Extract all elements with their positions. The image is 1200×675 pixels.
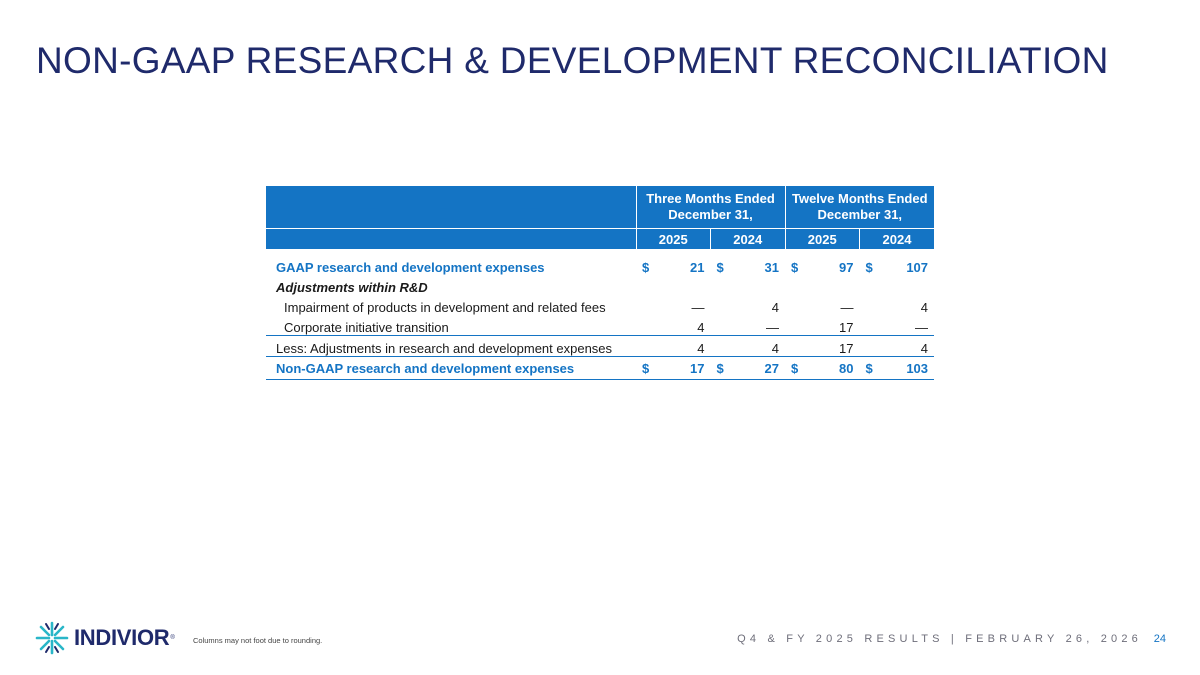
cell-value: — bbox=[766, 320, 780, 335]
cell-value: $80 bbox=[785, 361, 860, 376]
header-year: 2025 bbox=[635, 228, 711, 249]
row-label: Adjustments within R&D bbox=[276, 280, 428, 295]
row-label: Non-GAAP research and development expens… bbox=[266, 356, 636, 380]
amount: 31 bbox=[764, 260, 780, 275]
amount: 80 bbox=[839, 360, 854, 376]
company-logo: INDIVIOR ® bbox=[34, 620, 175, 656]
currency-symbol: $ bbox=[642, 360, 650, 376]
amount: 17 bbox=[690, 360, 705, 376]
header-blank bbox=[266, 186, 636, 229]
currency-symbol: $ bbox=[642, 260, 650, 275]
header-year: 2024 bbox=[859, 228, 935, 249]
cell-value: 17 bbox=[839, 320, 854, 335]
currency-symbol: $ bbox=[791, 260, 799, 275]
currency-symbol: $ bbox=[716, 360, 724, 376]
header-three-months: Three Months Ended December 31, bbox=[635, 186, 786, 229]
footnote: Columns may not foot due to rounding. bbox=[193, 636, 323, 645]
cell-value: 4 bbox=[771, 341, 780, 356]
table-row-gaap: GAAP research and development expenses $… bbox=[266, 249, 934, 275]
cell-value: — bbox=[915, 320, 929, 335]
currency-symbol: $ bbox=[865, 260, 873, 275]
cell-value: $27 bbox=[711, 361, 786, 376]
cell-value: $21 bbox=[636, 260, 711, 275]
cell-value: $17 bbox=[636, 361, 711, 376]
cell-value: $31 bbox=[711, 260, 786, 275]
cell-value: 4 bbox=[697, 320, 705, 335]
header-group-row: Three Months Ended December 31, Twelve M… bbox=[266, 186, 935, 229]
cell-value: 4 bbox=[920, 341, 929, 356]
table-row-impairment: Impairment of products in development an… bbox=[266, 295, 934, 315]
amount: 107 bbox=[906, 260, 929, 275]
logo-mark-icon bbox=[35, 621, 69, 655]
header-year: 2025 bbox=[784, 228, 860, 249]
row-label: Corporate initiative transition bbox=[284, 320, 449, 335]
row-label: Impairment of products in development an… bbox=[284, 300, 606, 315]
header-year-row: 2025 2024 2025 2024 bbox=[266, 228, 935, 249]
cell-value: 4 bbox=[771, 300, 780, 315]
header-year: 2024 bbox=[710, 228, 786, 249]
amount: 103 bbox=[906, 360, 929, 376]
amount: 21 bbox=[690, 260, 705, 275]
cell-value: $97 bbox=[785, 260, 860, 275]
amount: 97 bbox=[839, 260, 854, 275]
cell-value: $107 bbox=[860, 260, 935, 275]
reconciliation-table: Three Months Ended December 31, Twelve M… bbox=[266, 186, 935, 380]
reconciliation-table-container: Three Months Ended December 31, Twelve M… bbox=[266, 186, 935, 380]
cell-value: 4 bbox=[697, 341, 705, 356]
table-row-nongaap: Non-GAAP research and development expens… bbox=[266, 356, 935, 380]
logo-registered-mark: ® bbox=[170, 635, 175, 641]
header-twelve-months: Twelve Months Ended December 31, bbox=[784, 186, 935, 229]
cell-value: — bbox=[840, 300, 854, 315]
amount: 27 bbox=[764, 360, 780, 376]
page-number: 24 bbox=[1153, 633, 1166, 645]
logo-wordmark: INDIVIOR bbox=[74, 625, 170, 650]
cell-value: 4 bbox=[920, 300, 929, 315]
cell-value: — bbox=[691, 300, 705, 315]
page-title: NON-GAAP RESEARCH & DEVELOPMENT RECONCIL… bbox=[36, 40, 1109, 81]
row-label: GAAP research and development expenses bbox=[276, 260, 545, 275]
table-row-less-adjustments: Less: Adjustments in research and develo… bbox=[266, 335, 935, 357]
table-row-adjustments-heading: Adjustments within R&D bbox=[266, 275, 934, 295]
footer-event-label: Q4 & FY 2025 RESULTS | FEBRUARY 26, 2026 bbox=[737, 633, 1142, 645]
currency-symbol: $ bbox=[716, 260, 724, 275]
currency-symbol: $ bbox=[865, 360, 873, 376]
row-label: Less: Adjustments in research and develo… bbox=[266, 335, 636, 357]
cell-value: 17 bbox=[839, 341, 854, 356]
header-blank bbox=[266, 228, 636, 249]
cell-value: $103 bbox=[860, 361, 935, 376]
table-row-corporate: Corporate initiative transition 4 — 17 — bbox=[266, 315, 934, 336]
currency-symbol: $ bbox=[791, 360, 799, 376]
